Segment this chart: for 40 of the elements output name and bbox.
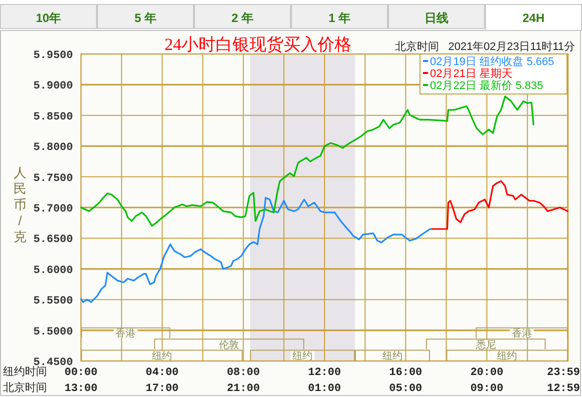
y-tick-label: 5.6000 <box>33 264 73 277</box>
x-tick-label: 20:00 <box>470 367 504 379</box>
y-tick-label: 5.6500 <box>33 234 73 246</box>
tabs: 10年 5 年 2 年 1 年 日线 24H <box>0 4 582 31</box>
x-tick-label: 12:00 <box>308 367 342 379</box>
chart-subtitle: 北京时间 2021年02月23日11时11分 <box>395 40 575 53</box>
chart-title: 24小时白银现货买入价格 <box>164 35 352 54</box>
annotation: 香港 <box>512 328 532 340</box>
legend-label: 02月22日 最新价 5.835 <box>430 79 544 92</box>
annotation: 纽约 <box>292 350 312 362</box>
y-tick-label: 5.5500 <box>33 296 73 308</box>
y-tick-label: 5.9000 <box>33 80 73 93</box>
legend-label: 02月19日 纽约收盘 5.665 <box>430 56 554 68</box>
y-tick-label: 5.8000 <box>33 142 73 154</box>
x-tick-label: 04:00 <box>146 367 179 379</box>
legend-label: 02月21日 星期天 <box>430 68 513 80</box>
text: 13:00 <box>64 383 98 395</box>
annotation: 纽约 <box>497 350 518 362</box>
x-tick-label: 08:00 <box>226 367 260 379</box>
x-tick-label: 00:00 <box>64 367 98 379</box>
annotation: 香港 <box>116 328 136 340</box>
annotation: 悉尼 <box>474 338 496 351</box>
y-tick-label: 5.8500 <box>33 111 73 124</box>
text: 01:00 <box>308 383 342 395</box>
annotation: 伦敦 <box>219 338 240 351</box>
y-axis-title: 人民币/克 <box>14 165 26 244</box>
y-tick-label: 5.5000 <box>33 326 73 338</box>
annotation: 纽约 <box>152 350 172 362</box>
text: 北京时间 <box>3 381 47 394</box>
text: 12:59 <box>546 383 580 395</box>
y-tick-label: 5.7000 <box>33 204 73 216</box>
text: 21:00 <box>226 383 260 395</box>
y-tick-label: 5.9500 <box>33 50 73 62</box>
text: 09:00 <box>470 383 504 395</box>
text: 05:00 <box>389 383 422 395</box>
text: 17:00 <box>146 383 179 395</box>
x-tick-label: 16:00 <box>389 367 422 379</box>
x-tick-label: 23:59 <box>546 367 580 379</box>
y-tick-label: 5.7500 <box>33 172 73 185</box>
annotation: 纽约 <box>382 350 402 362</box>
